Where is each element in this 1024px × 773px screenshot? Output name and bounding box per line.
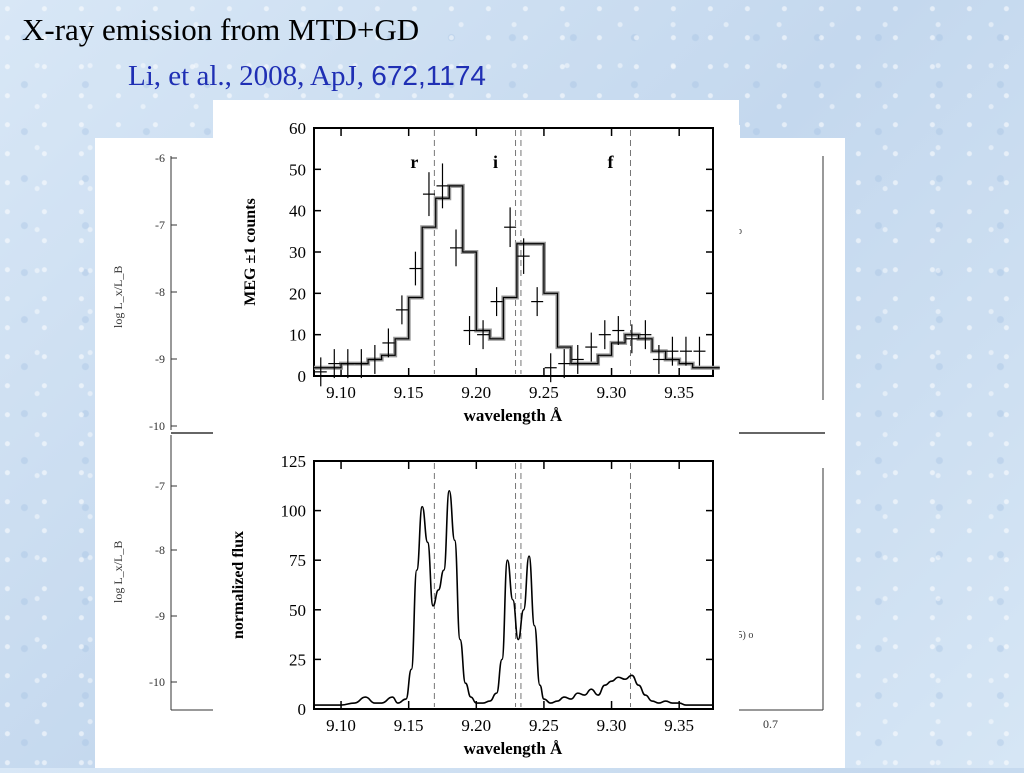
data-point [504,207,517,248]
data-point [450,229,463,267]
slide-title: X-ray emission from MTD+GD [22,12,420,47]
data-point [490,287,503,317]
data-point [382,328,395,358]
line-markers [433,463,631,707]
bg-lower-ytick-label: -8 [155,543,165,557]
x-tick-label: 9.30 [597,383,627,402]
panel-normalized-flux: 0 25 50 75 100 125 9.10 9.15 9.20 9.25 9.30 9.35 w… [230,452,714,758]
data-point [409,251,422,286]
data-point [355,349,368,379]
y-tick-labels: 0 25 50 75 100 125 [281,452,713,719]
bg-fragment: o [737,226,742,237]
x-tick-label: 9.10 [326,383,356,402]
line-marker-label: f [607,152,614,172]
data-point [368,345,381,374]
x-tick-label: 9.10 [326,716,356,735]
spectrum-line [314,489,713,706]
x-tick-label: 9.30 [597,716,627,735]
data-point [517,238,530,274]
citation-reference: 672,1174 [371,60,486,91]
citation: Li, et al., 2008, ApJ, 672,1174 [128,60,486,93]
bg-upper-ytick-label: -10 [149,419,165,433]
x-tick-label: 9.25 [529,383,559,402]
data-point [679,336,692,366]
data-point [544,353,557,383]
bg-upper-ytick-label: -8 [155,285,165,299]
data-point [652,345,665,374]
x-axis-label: wavelength Å [464,406,563,425]
y-axis-label: normalized flux [230,531,247,639]
y-tick-label: 40 [289,202,306,221]
bg-upper-ylabel: log L_x/L_B [111,266,125,328]
data-point [477,320,490,350]
y-tick-label: 30 [289,243,306,262]
spectra-figure-svg: 0 10 20 30 40 50 60 9.10 9.15 9.20 9.25 9.30 9.35 r… [230,119,720,758]
citation-text: Li, et al., 2008, ApJ, [128,60,372,92]
data-point [395,295,408,325]
data-point [693,336,706,366]
data-point [558,349,571,379]
bg-fragment: 0.7 [763,717,778,731]
data-point [341,349,354,379]
bg-lower-ylabel: log L_x/L_B [111,541,125,603]
x-tick-label: 9.20 [461,383,491,402]
data-point [625,324,638,354]
y-tick-label: 100 [281,502,307,521]
y-tick-label: 0 [298,367,307,386]
y-tick-label: 0 [298,700,307,719]
data-point [666,336,679,366]
bg-upper-ytick-label: -9 [155,352,165,366]
y-tick-label: 25 [289,650,306,669]
x-tick-label: 9.15 [394,383,424,402]
bg-lower-ytick-label: -9 [155,609,165,623]
y-tick-label: 50 [289,601,306,620]
x-tick-label: 9.25 [529,716,559,735]
data-point [463,316,476,345]
data-point [531,287,544,317]
y-tick-labels: 0 10 20 30 40 50 60 [289,119,713,386]
bg-fragment: .5) o [735,630,753,641]
line-marker-label: i [493,152,498,172]
x-tick-labels: 9.10 9.15 9.20 9.25 9.30 9.35 [326,128,694,402]
x-tick-labels: 9.10 9.15 9.20 9.25 9.30 9.35 [326,461,694,735]
data-point [639,320,652,350]
y-axis-label: MEG ±1 counts [242,198,259,305]
y-tick-label: 50 [289,160,306,179]
bg-lower-ytick-label: -10 [149,675,165,689]
bg-lower-yticks: -7 -8 -9 -10 [149,479,177,689]
x-tick-label: 9.20 [461,716,491,735]
bg-lower-ytick-label: -7 [155,479,165,493]
y-tick-label: 125 [281,452,307,471]
y-tick-label: 60 [289,119,306,138]
bg-upper-ytick-label: -6 [155,151,165,165]
y-tick-label: 10 [289,326,306,345]
x-tick-label: 9.15 [394,716,424,735]
data-point [314,357,327,387]
panel-meg-counts: 0 10 20 30 40 50 60 9.10 9.15 9.20 9.25 9.30 9.35 r… [242,119,720,425]
data-point [422,172,435,217]
series-layer [314,163,720,387]
y-tick-label: 75 [289,551,306,570]
y-tick-label: 20 [289,284,306,303]
series-layer [314,489,713,706]
spectra-figure: 0 10 20 30 40 50 60 9.10 9.15 9.20 9.25 9.30 9.35 r… [213,100,739,768]
data-point [598,320,611,350]
x-axis-label: wavelength Å [464,739,563,758]
x-tick-label: 9.35 [664,383,694,402]
histogram-outline [314,185,720,369]
data-point [436,163,449,209]
data-point [585,332,598,362]
line-marker-label: r [410,152,418,172]
data-point [571,345,584,374]
data-point [612,316,625,345]
x-tick-label: 9.35 [664,716,694,735]
panel-frame [313,460,714,710]
bg-upper-yticks: -6 -7 -8 -9 -10 [149,151,177,433]
data-point [328,349,341,379]
bg-upper-ytick-label: -7 [155,218,165,232]
